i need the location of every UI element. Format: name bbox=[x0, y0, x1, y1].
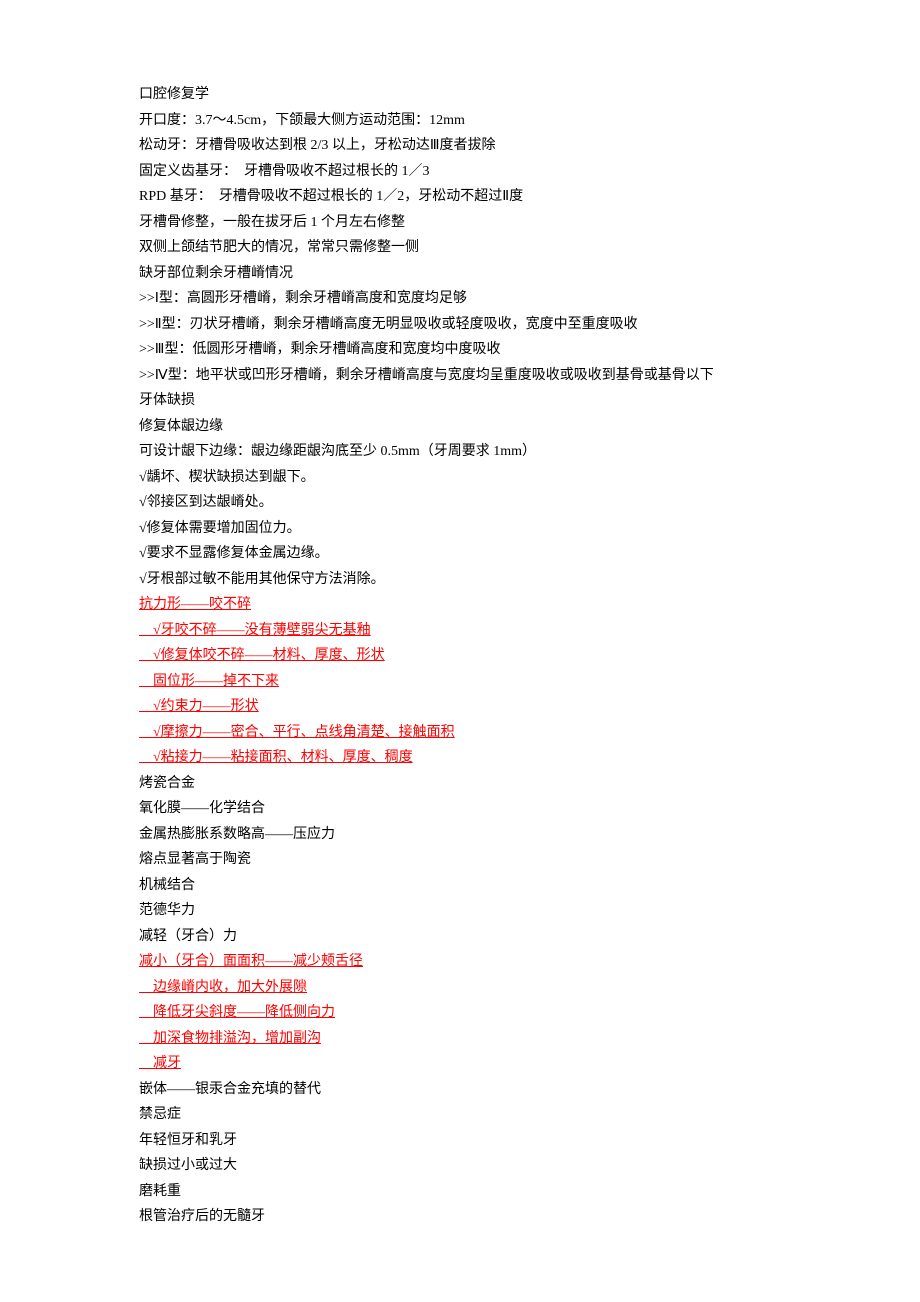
highlighted-text: 抗力形——咬不碎 bbox=[139, 597, 251, 612]
text-line: 减小（牙合）面面积——减少颊舌径 bbox=[139, 949, 920, 975]
text-line: 熔点显著高于陶瓷 bbox=[139, 847, 920, 873]
text-line: 牙体缺损 bbox=[139, 388, 920, 414]
text-line: √牙咬不碎——没有薄壁弱尖无基釉 bbox=[139, 618, 920, 644]
text-line: 年轻恒牙和乳牙 bbox=[139, 1128, 920, 1154]
highlighted-text: √牙咬不碎——没有薄壁弱尖无基釉 bbox=[139, 623, 371, 638]
text-line: √修复体需要增加固位力。 bbox=[139, 516, 920, 542]
text-line: 降低牙尖斜度——降低侧向力 bbox=[139, 1000, 920, 1026]
highlighted-text: 边缘嵴内收，加大外展隙 bbox=[139, 980, 307, 995]
text-line: 松动牙：牙槽骨吸收达到根 2/3 以上，牙松动达Ⅲ度者拔除 bbox=[139, 133, 920, 159]
highlighted-text: 固位形——掉不下来 bbox=[139, 674, 279, 689]
text-line: 口腔修复学 bbox=[139, 82, 920, 108]
text-line: >>Ⅰ型：高圆形牙槽嵴，剩余牙槽嵴高度和宽度均足够 bbox=[139, 286, 920, 312]
text-line: 磨耗重 bbox=[139, 1179, 920, 1205]
text-line: 加深食物排溢沟，增加副沟 bbox=[139, 1026, 920, 1052]
text-line: 禁忌症 bbox=[139, 1102, 920, 1128]
text-line: √要求不显露修复体金属边缘。 bbox=[139, 541, 920, 567]
highlighted-text: √修复体咬不碎——材料、厚度、形状 bbox=[139, 648, 385, 663]
highlighted-text: 减小（牙合）面面积——减少颊舌径 bbox=[139, 954, 363, 969]
text-line: >>Ⅱ型：刃状牙槽嵴，剩余牙槽嵴高度无明显吸收或轻度吸收，宽度中至重度吸收 bbox=[139, 312, 920, 338]
text-line: 双侧上颌结节肥大的情况，常常只需修整一侧 bbox=[139, 235, 920, 261]
text-line: √摩擦力——密合、平行、点线角清楚、接触面积 bbox=[139, 720, 920, 746]
text-line: 开口度：3.7～4.5cm，下颌最大侧方运动范围：12mm bbox=[139, 108, 920, 134]
text-line: 氧化膜——化学结合 bbox=[139, 796, 920, 822]
highlighted-text: 降低牙尖斜度——降低侧向力 bbox=[139, 1005, 335, 1020]
text-line: 范德华力 bbox=[139, 898, 920, 924]
text-line: >>Ⅲ型：低圆形牙槽嵴，剩余牙槽嵴高度和宽度均中度吸收 bbox=[139, 337, 920, 363]
text-line: 可设计龈下边缘：龈边缘距龈沟底至少 0.5mm（牙周要求 1mm） bbox=[139, 439, 920, 465]
text-line: 缺损过小或过大 bbox=[139, 1153, 920, 1179]
text-line: √修复体咬不碎——材料、厚度、形状 bbox=[139, 643, 920, 669]
text-line: 修复体龈边缘 bbox=[139, 414, 920, 440]
highlighted-text: 加深食物排溢沟，增加副沟 bbox=[139, 1031, 321, 1046]
text-line: 根管治疗后的无髓牙 bbox=[139, 1204, 920, 1230]
text-line: √龋坏、楔状缺损达到龈下。 bbox=[139, 465, 920, 491]
text-line: 边缘嵴内收，加大外展隙 bbox=[139, 975, 920, 1001]
text-line: 抗力形——咬不碎 bbox=[139, 592, 920, 618]
text-line: 嵌体——银汞合金充填的替代 bbox=[139, 1077, 920, 1103]
text-line: √约束力——形状 bbox=[139, 694, 920, 720]
highlighted-text: √粘接力——粘接面积、材料、厚度、稠度 bbox=[139, 750, 413, 765]
highlighted-text: √摩擦力——密合、平行、点线角清楚、接触面积 bbox=[139, 725, 455, 740]
text-line: 金属热膨胀系数略高——压应力 bbox=[139, 822, 920, 848]
text-line: 固位形——掉不下来 bbox=[139, 669, 920, 695]
text-line: √牙根部过敏不能用其他保守方法消除。 bbox=[139, 567, 920, 593]
text-line: 减牙 bbox=[139, 1051, 920, 1077]
highlighted-text: 减牙 bbox=[139, 1056, 181, 1071]
text-line: 固定义齿基牙： 牙槽骨吸收不超过根长的 1／3 bbox=[139, 159, 920, 185]
text-line: 牙槽骨修整，一般在拔牙后 1 个月左右修整 bbox=[139, 210, 920, 236]
text-line: >>Ⅳ型：地平状或凹形牙槽嵴，剩余牙槽嵴高度与宽度均呈重度吸收或吸收到基骨或基骨… bbox=[139, 363, 920, 389]
text-line: 减轻（牙合）力 bbox=[139, 924, 920, 950]
document-page: 口腔修复学开口度：3.7～4.5cm，下颌最大侧方运动范围：12mm松动牙：牙槽… bbox=[0, 0, 920, 1270]
text-line: √粘接力——粘接面积、材料、厚度、稠度 bbox=[139, 745, 920, 771]
highlighted-text: √约束力——形状 bbox=[139, 699, 259, 714]
text-line: 机械结合 bbox=[139, 873, 920, 899]
text-line: 缺牙部位剩余牙槽嵴情况 bbox=[139, 261, 920, 287]
text-line: 烤瓷合金 bbox=[139, 771, 920, 797]
text-line: √邻接区到达龈嵴处。 bbox=[139, 490, 920, 516]
text-line: RPD 基牙： 牙槽骨吸收不超过根长的 1／2，牙松动不超过Ⅱ度 bbox=[139, 184, 920, 210]
